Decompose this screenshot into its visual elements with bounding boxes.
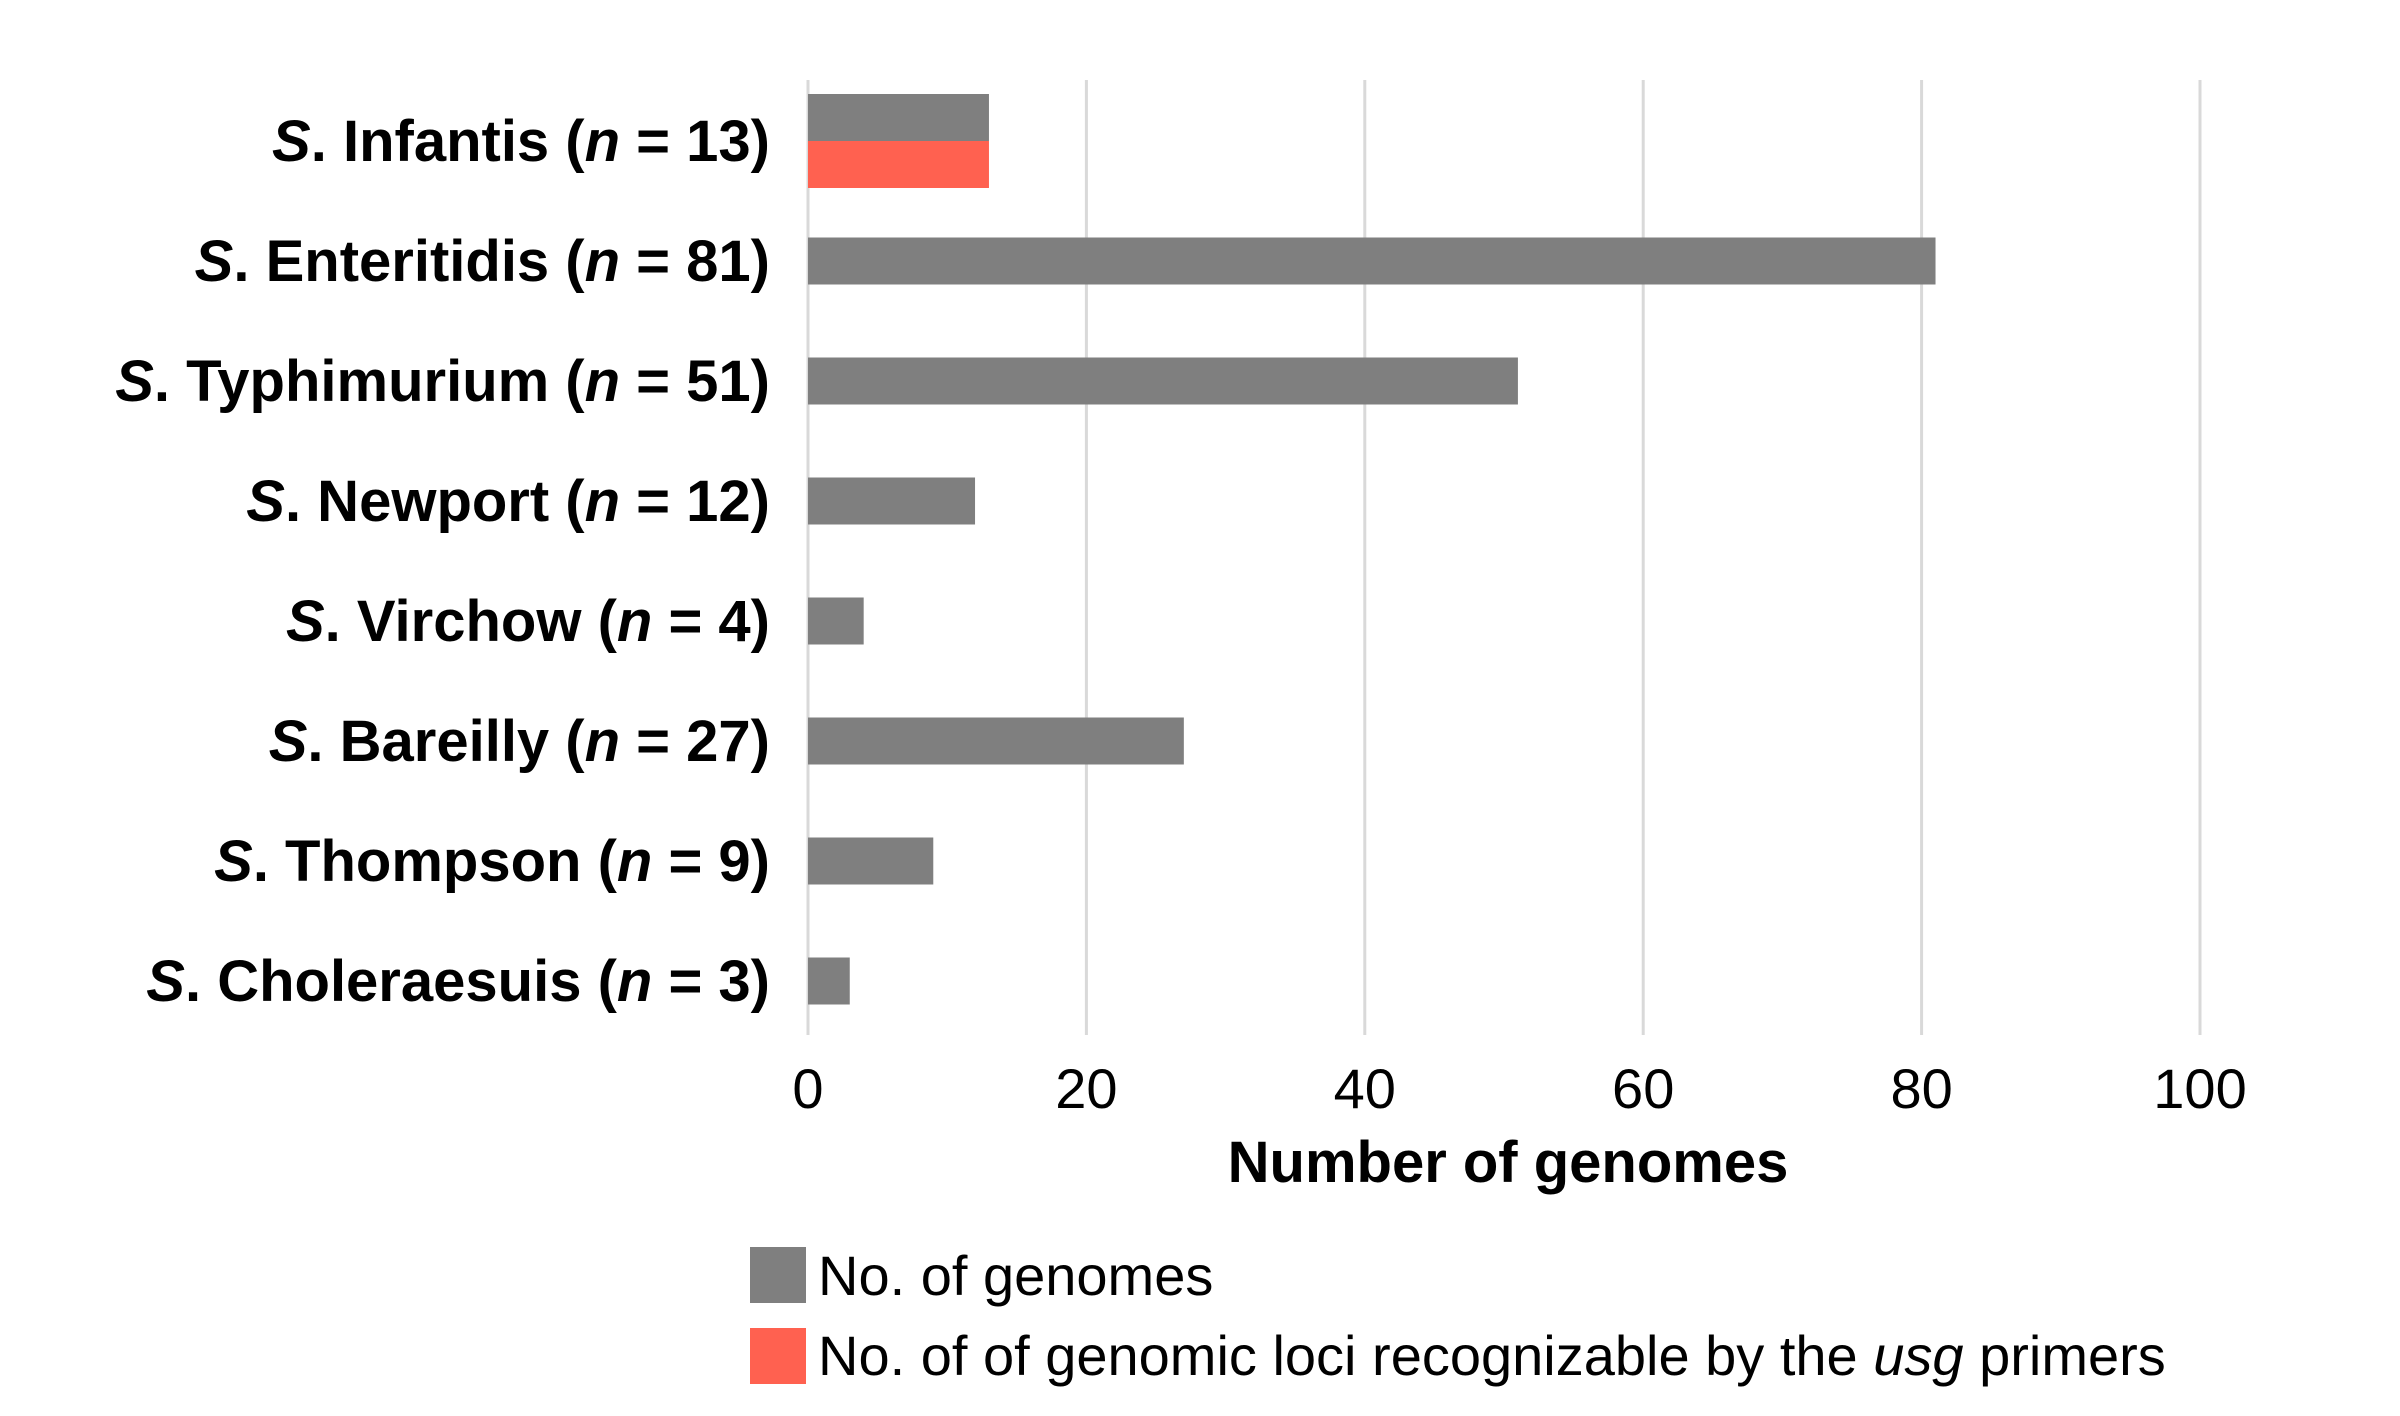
category-label: S. Choleraesuis (n = 3) [146,949,770,1014]
x-tick-label: 60 [1612,1057,1674,1120]
bar-genomes [808,597,864,645]
x-tick-label: 40 [1334,1057,1396,1120]
x-tick-label: 80 [1890,1057,1952,1120]
category-label: S. Enteritidis (n = 81) [195,229,770,294]
legend-swatch-usg-loci [750,1328,806,1384]
category-label: S. Thompson (n = 9) [214,829,770,894]
x-tick-label: 0 [792,1057,823,1120]
bar-genomes [808,94,989,141]
bar-genomes [808,957,850,1005]
category-label: S. Typhimurium (n = 51) [115,349,770,414]
category-label: S. Bareilly (n = 27) [269,709,770,774]
x-tick-label: 20 [1055,1057,1117,1120]
x-tick-labels: 0 20 40 60 80 100 [792,1057,2246,1120]
category-label: S. Virchow (n = 4) [286,589,770,654]
bar-genomes [808,717,1184,765]
category-label: S. Infantis (n = 13) [272,109,770,174]
gridlines [806,80,2202,1035]
bar-genomes [808,837,934,885]
legend: No. of genomes No. of of genomic loci re… [750,1244,2166,1387]
x-tick-label: 100 [2153,1057,2246,1120]
legend-label-usg-loci: No. of of genomic loci recognizable by t… [818,1324,2166,1387]
category-labels: S. Infantis (n = 13) S. Enteritidis (n = … [115,109,770,1014]
x-axis-title: Number of genomes [1228,1130,1789,1195]
legend-label-genomes: No. of genomes [818,1244,1213,1307]
bars [808,94,1936,1005]
legend-swatch-genomes [750,1247,806,1303]
bar-genomes [808,477,976,525]
bar-usg-loci [808,141,989,188]
bar-genomes [808,237,1936,285]
bar-genomes [808,357,1518,405]
category-label: S. Newport (n = 12) [246,469,770,534]
